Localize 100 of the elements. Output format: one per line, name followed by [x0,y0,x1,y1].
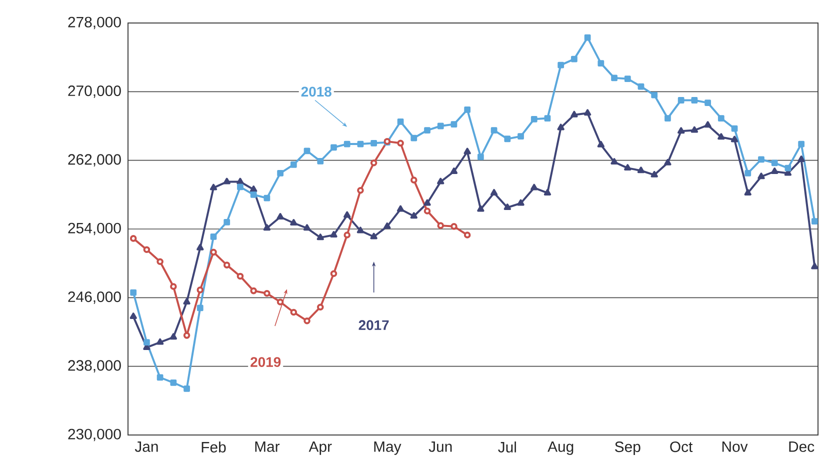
x-tick-label: May [374,442,402,455]
point [544,115,551,122]
point [210,248,217,256]
point [610,158,618,165]
point [544,188,552,196]
point [424,127,430,134]
point [424,199,431,206]
point [237,184,244,190]
point [143,246,150,253]
point [196,286,204,294]
point [316,304,324,310]
point [156,374,164,381]
point [598,60,604,67]
point [437,178,444,184]
point [357,186,364,194]
x-tick-label: Jun [428,442,452,452]
point [704,121,712,128]
point [424,208,431,214]
text: 2017 [358,320,389,330]
point [303,224,311,231]
text: 2019 [250,357,281,367]
point [677,127,685,134]
point [290,308,298,316]
x-tick-label: Nov [722,442,748,452]
point [170,379,177,386]
point [130,289,137,296]
point [330,270,338,278]
point [156,258,164,266]
point [504,204,511,210]
point [210,234,217,240]
point [624,164,632,171]
point [330,144,337,151]
x-tick-label: Jul [498,442,516,452]
point [144,339,150,346]
point [397,118,404,125]
point [170,283,177,290]
point [464,106,471,113]
point [264,290,270,297]
point [437,122,444,130]
point [410,176,418,184]
point [744,188,752,196]
point [263,224,271,231]
point [597,140,605,148]
point [758,172,765,180]
point [490,127,498,134]
point [464,148,471,154]
point [584,34,591,41]
x-tick-label: Sep [615,442,640,456]
point [370,140,378,146]
point [344,232,350,238]
point [316,234,324,240]
point [264,194,270,202]
point [784,164,792,172]
point [517,199,524,206]
point [477,154,484,160]
point [798,155,805,162]
x-tick-label: Feb [202,442,226,452]
point [223,262,230,268]
point [183,332,190,339]
point [130,235,137,242]
point [196,304,204,312]
point [370,160,378,166]
point [570,110,578,118]
point [156,338,164,345]
x-tick-label: Aug [548,442,574,455]
point [437,222,444,229]
point [490,188,498,196]
point [731,125,738,132]
point [170,333,178,340]
x-tick-label: Jan [134,442,158,452]
point [183,298,190,304]
point [276,212,284,220]
point [397,140,404,147]
point [557,124,564,130]
point [344,211,351,218]
y-tick-label: 238,000 [68,360,121,372]
point [718,133,725,140]
point [811,218,818,224]
point [277,170,284,176]
point [464,232,471,238]
point [410,134,418,142]
y-tick-label: 246,000 [68,291,121,304]
point [571,56,578,62]
point [730,136,738,142]
y-tick-label: 230,000 [68,428,121,442]
point [196,244,204,250]
point [130,312,137,320]
point [744,170,752,176]
point [718,115,724,122]
point [250,191,257,198]
y-tick-label: 262,000 [68,154,121,166]
point [638,83,644,90]
point [317,158,324,164]
point [450,121,458,128]
point [357,140,364,148]
point [250,287,257,294]
point [664,115,671,122]
point [678,97,684,104]
point [811,262,818,270]
point [210,184,218,190]
